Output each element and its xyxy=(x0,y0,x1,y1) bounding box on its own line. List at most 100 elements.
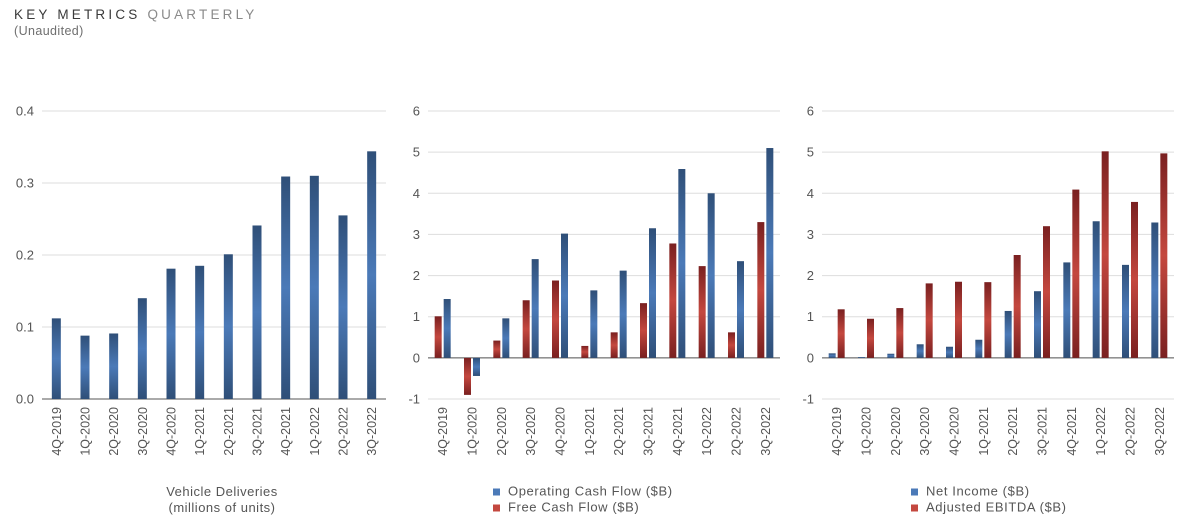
bar-red-1Q-2020 xyxy=(867,318,874,358)
legend-label: Net Income ($B) xyxy=(926,484,1030,499)
bar-red-3Q-2022 xyxy=(1160,153,1168,358)
x-tick-label: 4Q-2020 xyxy=(554,407,568,456)
bar-blue-2Q-2022 xyxy=(737,261,744,358)
bar-red-3Q-2020 xyxy=(522,300,530,358)
y-tick-label: 2 xyxy=(807,268,814,283)
bar-deliveries-2Q-2021 xyxy=(223,254,233,399)
y-tick-label: -1 xyxy=(408,392,420,407)
x-axis-label: Vehicle Deliveries xyxy=(166,484,278,499)
bar-red-3Q-2022 xyxy=(757,222,765,358)
chart-1: 0.0 0.1 0.2 0.3 0.4 4Q-2019 1Q-2020 2Q-2020 3Q-2… xyxy=(16,104,386,515)
bar-red-1Q-2022 xyxy=(1101,151,1109,358)
bar-red-2Q-2021 xyxy=(1013,255,1021,358)
title-sub: QUARTERLY xyxy=(147,7,258,22)
x-tick-label: 3Q-2021 xyxy=(1036,407,1050,456)
y-tick-label: 0 xyxy=(807,350,814,365)
bar-deliveries-4Q-2021 xyxy=(281,176,291,399)
x-tick-label: 2Q-2022 xyxy=(1124,407,1138,456)
bar-red-3Q-2021 xyxy=(640,303,647,358)
x-tick-label: 4Q-2021 xyxy=(671,407,685,456)
bar-blue-3Q-2022 xyxy=(1151,222,1159,358)
y-tick-label: 3 xyxy=(807,227,814,242)
bar-red-1Q-2022 xyxy=(698,266,706,358)
title-main: KEY METRICS xyxy=(14,7,141,22)
x-tick-label: 1Q-2022 xyxy=(1094,407,1108,456)
bar-blue-1Q-2020 xyxy=(858,357,865,358)
bar-blue-1Q-2021 xyxy=(975,339,983,358)
bar-blue-2Q-2022 xyxy=(1122,264,1129,358)
bar-red-4Q-2020 xyxy=(552,280,559,358)
x-tick-label: 2Q-2022 xyxy=(337,407,351,456)
x-tick-label: 3Q-2022 xyxy=(1153,407,1167,456)
bar-deliveries-2Q-2020 xyxy=(109,333,119,399)
y-tick-label: 6 xyxy=(807,104,814,119)
bar-red-1Q-2020 xyxy=(464,357,471,395)
bar-red-2Q-2022 xyxy=(728,332,735,358)
x-tick-label: 4Q-2019 xyxy=(50,407,64,456)
legend-label: Free Cash Flow ($B) xyxy=(508,500,639,515)
bar-deliveries-3Q-2022 xyxy=(367,151,377,399)
legend-label: Adjusted EBITDA ($B) xyxy=(926,500,1067,515)
bar-blue-4Q-2019 xyxy=(828,353,836,358)
bar-blue-3Q-2020 xyxy=(531,259,539,358)
y-tick-label: 0.0 xyxy=(16,392,34,407)
x-tick-label: 1Q-2020 xyxy=(79,407,93,456)
legend-item: Operating Cash Flow ($B) xyxy=(493,484,673,499)
bar-blue-3Q-2022 xyxy=(766,148,774,358)
x-tick-label: 4Q-2020 xyxy=(948,407,962,456)
bar-red-1Q-2021 xyxy=(581,345,589,358)
x-tick-label: 3Q-2022 xyxy=(759,407,773,456)
y-tick-label: 0 xyxy=(413,350,420,365)
bar-blue-2Q-2021 xyxy=(619,270,627,358)
x-tick-label: 4Q-2021 xyxy=(279,407,293,456)
x-tick-label: 1Q-2020 xyxy=(466,407,480,456)
bar-deliveries-1Q-2021 xyxy=(195,265,205,399)
bar-blue-4Q-2020 xyxy=(561,233,568,358)
bar-blue-3Q-2021 xyxy=(1034,291,1041,358)
x-tick-label: 3Q-2020 xyxy=(136,407,150,456)
x-tick-label: 2Q-2022 xyxy=(730,407,744,456)
bar-blue-2Q-2020 xyxy=(502,318,510,358)
bar-blue-4Q-2021 xyxy=(1063,262,1071,358)
legend-item: Free Cash Flow ($B) xyxy=(493,500,639,515)
legend-swatch xyxy=(493,488,500,496)
bar-blue-1Q-2022 xyxy=(1092,221,1100,358)
legend-swatch xyxy=(911,488,918,496)
bar-blue-4Q-2020 xyxy=(946,346,953,358)
legend-label: Operating Cash Flow ($B) xyxy=(508,484,673,499)
bar-deliveries-3Q-2021 xyxy=(252,225,262,399)
bar-deliveries-1Q-2020 xyxy=(80,335,90,399)
bar-red-2Q-2021 xyxy=(610,332,618,358)
bar-blue-2Q-2021 xyxy=(1004,310,1012,358)
x-tick-label: 1Q-2021 xyxy=(977,407,991,456)
x-tick-label: 2Q-2021 xyxy=(222,407,236,456)
y-tick-label: 4 xyxy=(413,186,420,201)
y-tick-label: 0.4 xyxy=(16,104,34,119)
bar-blue-1Q-2021 xyxy=(590,290,598,358)
y-tick-label: 5 xyxy=(413,145,420,160)
x-tick-label: 4Q-2021 xyxy=(1065,407,1079,456)
page-title: KEY METRICS QUARTERLY xyxy=(14,6,258,24)
bar-red-4Q-2019 xyxy=(434,316,442,358)
bar-red-2Q-2020 xyxy=(493,340,501,358)
x-tick-label: 2Q-2020 xyxy=(889,407,903,456)
y-tick-label: 6 xyxy=(413,104,420,119)
legend-item: Adjusted EBITDA ($B) xyxy=(911,500,1067,515)
bar-deliveries-1Q-2022 xyxy=(309,175,319,399)
x-tick-label: 4Q-2019 xyxy=(436,407,450,456)
x-tick-label: 3Q-2021 xyxy=(642,407,656,456)
bar-red-4Q-2021 xyxy=(1072,189,1080,358)
x-tick-label: 3Q-2020 xyxy=(918,407,932,456)
bar-blue-4Q-2019 xyxy=(443,299,451,358)
bar-red-2Q-2022 xyxy=(1131,201,1138,358)
x-tick-label: 2Q-2021 xyxy=(612,407,626,456)
bar-deliveries-4Q-2019 xyxy=(51,318,61,399)
page-header: KEY METRICS QUARTERLY (Unaudited) xyxy=(14,6,258,39)
bar-blue-1Q-2020 xyxy=(473,357,480,376)
y-tick-label: 0.1 xyxy=(16,320,34,335)
bar-red-4Q-2019 xyxy=(837,309,845,358)
x-tick-label: 2Q-2020 xyxy=(107,407,121,456)
bar-red-2Q-2020 xyxy=(896,308,904,358)
y-tick-label: 1 xyxy=(413,309,420,324)
